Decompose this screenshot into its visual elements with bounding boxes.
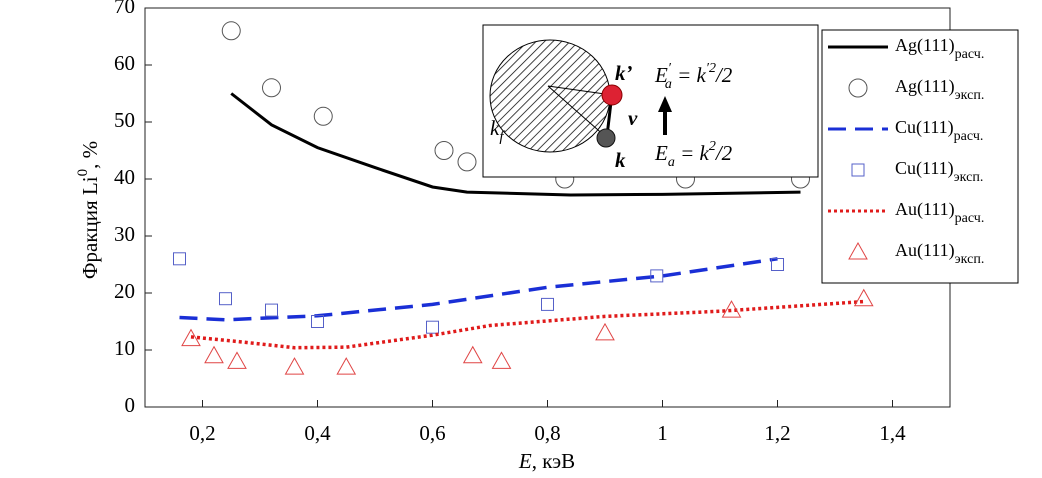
marker bbox=[311, 315, 324, 328]
legend-name: Cu(111) bbox=[895, 117, 954, 138]
marker bbox=[284, 357, 305, 375]
legend-name: Au(111) bbox=[895, 240, 955, 261]
legend-subscript: расч. bbox=[954, 129, 984, 144]
marker bbox=[426, 320, 439, 334]
k-prime: k’ bbox=[615, 61, 633, 85]
legend-label: Au(111)расч. bbox=[895, 199, 984, 226]
v: v bbox=[628, 106, 638, 130]
marker bbox=[336, 357, 357, 375]
legend-subscript: эксп. bbox=[955, 252, 985, 267]
legend-subscript: эксп. bbox=[955, 88, 985, 103]
x-tick-label: 0,4 bbox=[304, 421, 331, 445]
marker bbox=[650, 269, 664, 283]
vector bbox=[547, 85, 607, 138]
marker bbox=[848, 78, 868, 98]
marker bbox=[313, 106, 333, 126]
marker bbox=[219, 292, 232, 306]
x-tick-label: 1,2 bbox=[764, 421, 790, 445]
marker bbox=[595, 322, 615, 341]
legend: Ag(111)расч.Ag(111)эксп.Cu(111)расч.Cu(1… bbox=[821, 29, 1019, 284]
legend-label: Cu(111)расч. bbox=[895, 117, 983, 144]
x-tick-label: 0,8 bbox=[534, 421, 560, 445]
y-tick-label: 10 bbox=[114, 336, 135, 360]
series-line bbox=[179, 257, 778, 322]
y-axis-label: Фракция Li0, % bbox=[75, 141, 101, 279]
marker bbox=[227, 351, 247, 369]
y-tick-label: 40 bbox=[114, 165, 135, 189]
legend-name: Cu(111) bbox=[895, 158, 954, 179]
y-tick-label: 0 bbox=[125, 393, 136, 417]
marker bbox=[204, 345, 224, 364]
kf: kf bbox=[490, 116, 505, 146]
legend-name: Ag(111) bbox=[895, 76, 955, 97]
marker bbox=[771, 258, 784, 271]
x-tick-label: 1,4 bbox=[879, 421, 906, 445]
k: k bbox=[615, 148, 626, 172]
marker bbox=[853, 288, 874, 307]
marker bbox=[221, 21, 241, 41]
x-tick-label: 0,2 bbox=[189, 421, 215, 445]
marker bbox=[262, 78, 281, 98]
marker bbox=[434, 141, 454, 160]
marker bbox=[541, 297, 554, 311]
series-line bbox=[190, 299, 864, 350]
y-tick-label: 20 bbox=[114, 279, 135, 303]
series-line bbox=[230, 92, 801, 197]
inset: k’ v k kf E′ a = k′2/2 Ea = k2/2 bbox=[482, 24, 819, 178]
marker bbox=[721, 300, 742, 318]
x-tick-label: 0,6 bbox=[419, 421, 445, 445]
legend-name: Ag(111) bbox=[895, 35, 955, 56]
fermi-sphere bbox=[489, 39, 611, 153]
marker bbox=[181, 328, 201, 347]
legend-subscript: эксп. bbox=[954, 170, 984, 185]
legend-label: Ag(111)эксп. bbox=[895, 76, 984, 103]
marker bbox=[491, 351, 512, 369]
legend-subscript: расч. bbox=[955, 47, 985, 62]
y-tick-label: 70 bbox=[114, 0, 135, 18]
legend-frame bbox=[821, 29, 1019, 284]
x-tick-label: 1 bbox=[657, 421, 668, 445]
vector bbox=[547, 85, 613, 96]
equation-final: E′ a = k′2/2 bbox=[654, 61, 733, 92]
atom-initial bbox=[596, 128, 616, 148]
marker bbox=[851, 163, 865, 177]
y-tick-label: 60 bbox=[114, 51, 135, 75]
legend-label: Au(111)эксп. bbox=[895, 240, 984, 267]
atom-final bbox=[601, 84, 623, 106]
marker bbox=[173, 252, 186, 266]
legend-label: Ag(111)расч. bbox=[895, 35, 984, 62]
legend-label: Cu(111)эксп. bbox=[895, 158, 983, 185]
marker bbox=[848, 241, 868, 260]
marker bbox=[457, 152, 477, 172]
marker bbox=[265, 303, 278, 317]
legend-name: Au(111) bbox=[895, 199, 955, 220]
equation-initial: Ea = k2/2 bbox=[654, 139, 733, 170]
arrow-head bbox=[658, 96, 672, 112]
y-tick-label: 50 bbox=[114, 108, 135, 132]
legend-subscript: расч. bbox=[955, 211, 985, 226]
x-axis-label: E, кэВ bbox=[518, 449, 575, 473]
y-tick-label: 30 bbox=[114, 222, 135, 246]
marker bbox=[462, 345, 483, 364]
